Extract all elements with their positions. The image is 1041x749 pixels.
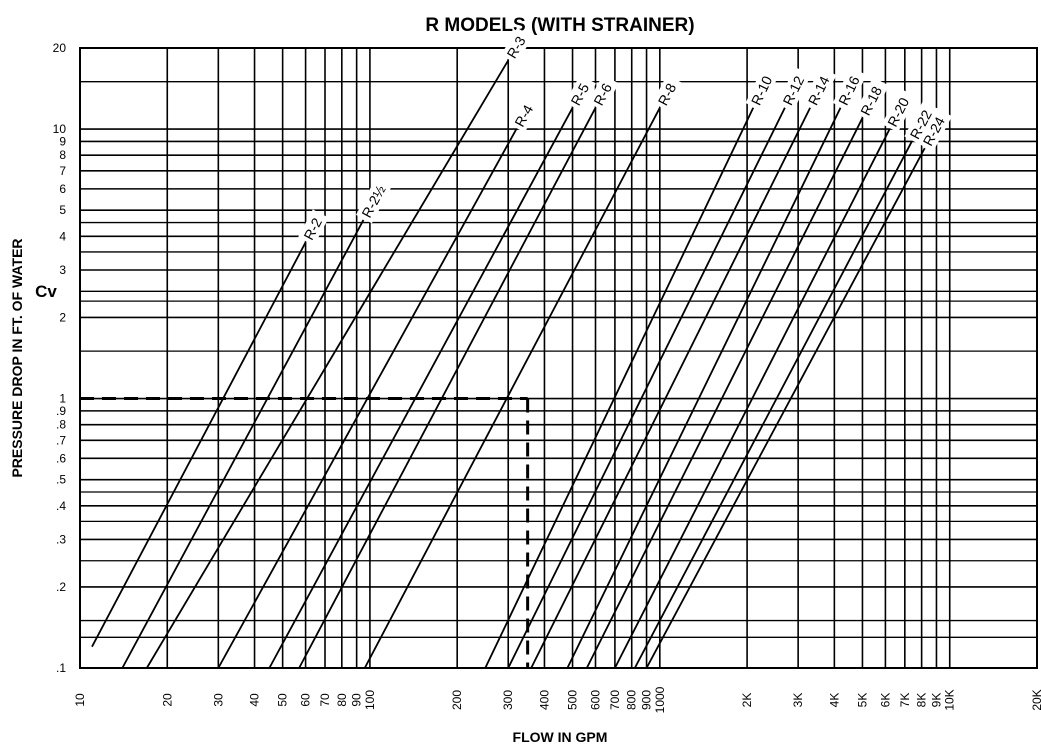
- series-label-background: [854, 77, 889, 122]
- series-line: [645, 147, 926, 669]
- plot-frame: [79, 47, 1038, 669]
- x-tick-label: 6K: [878, 693, 892, 708]
- series-label-background: [802, 67, 837, 111]
- series-label-background: [777, 67, 812, 111]
- x-tick-label: 30: [211, 693, 225, 707]
- series-label-background: [832, 66, 867, 111]
- x-tick-label: 700: [608, 690, 622, 710]
- series-label-background: [917, 107, 953, 152]
- x-tick-label: 3K: [791, 693, 805, 708]
- x-tick-label: 900: [640, 690, 654, 710]
- series-lines: [91, 59, 926, 669]
- reference-lines: [80, 397, 530, 668]
- y-tick-label: 2: [59, 310, 66, 324]
- series-line: [121, 219, 365, 669]
- series-label-group: R-10: [745, 66, 780, 111]
- x-tick-label: 70: [318, 693, 332, 707]
- series-label-group: R-12: [777, 67, 812, 111]
- series-label-background: [652, 74, 683, 112]
- series-label-group: R-2½: [355, 179, 391, 224]
- y-tick-label: 9: [59, 134, 66, 148]
- x-tick-label: 20: [160, 693, 174, 707]
- x-tick-label: 800: [625, 690, 639, 710]
- y-tick-label: 6: [59, 182, 66, 196]
- x-tick-labels: 10 20 30 40 50 60 70 80 90 100 200 300 400 500 600 700 8…: [73, 686, 1041, 713]
- y-tick-label: .7: [56, 433, 66, 447]
- series-line: [91, 241, 307, 648]
- cv-axis-label: Cv: [35, 282, 57, 301]
- series-line: [298, 107, 597, 669]
- series-label: R-2½: [358, 182, 388, 220]
- series-line: [146, 59, 510, 669]
- x-tick-label: 400: [537, 690, 551, 710]
- series-line: [363, 107, 661, 669]
- series-label-background: [565, 74, 596, 112]
- y-tick-label: .8: [56, 418, 66, 432]
- series-label-group: R-4: [508, 96, 540, 133]
- series-label-background: [588, 74, 619, 112]
- y-tick-label: .9: [56, 404, 66, 418]
- series-label-group: R-6: [588, 74, 619, 112]
- series-line: [614, 128, 891, 669]
- x-tick-label: 4K: [827, 693, 841, 708]
- y-axis-title: PRESSURE DROP IN FT. OF WATER: [9, 238, 25, 477]
- series-label-background: [904, 100, 939, 145]
- series-label-background: [881, 88, 917, 133]
- series-label-group: R-5: [565, 74, 596, 112]
- grid-lines: [79, 47, 1038, 669]
- series-label-group: R-2: [298, 209, 329, 246]
- x-tick-label: 200: [450, 690, 464, 710]
- series-line: [530, 107, 811, 669]
- series-line: [566, 107, 842, 669]
- series-label-background: [355, 179, 391, 224]
- x-tick-label: 5K: [855, 693, 869, 708]
- y-tick-label: 3: [59, 263, 66, 277]
- y-tick-label: 8: [59, 148, 66, 162]
- x-tick-label: 100: [363, 690, 377, 710]
- y-tick-label: 20: [53, 41, 67, 55]
- chart-title: R MODELS (WITH STRAINER): [425, 15, 694, 36]
- y-tick-label: .2: [56, 580, 66, 594]
- series-label-background: [508, 96, 540, 133]
- series-line: [586, 117, 864, 669]
- x-tick-label: 2K: [740, 693, 754, 708]
- x-tick-label: 90: [350, 693, 364, 707]
- series-line: [507, 107, 786, 669]
- y-tick-label: .3: [56, 532, 66, 546]
- x-axis-title: FLOW IN GPM: [513, 729, 608, 745]
- series-label-background: [501, 27, 533, 65]
- x-tick-label: 10K: [943, 689, 957, 710]
- x-tick-label: 40: [248, 693, 262, 707]
- x-tick-label: 300: [501, 690, 515, 710]
- x-tick-label: 8K: [915, 693, 929, 708]
- x-tick-label: 20K: [1030, 689, 1041, 710]
- y-tick-label: 4: [59, 229, 66, 243]
- x-tick-label: 1000: [653, 686, 667, 713]
- y-tick-label: .1: [56, 661, 66, 675]
- series-label-background: [745, 66, 780, 111]
- x-tick-label: 7K: [898, 693, 912, 708]
- x-tick-label: 600: [589, 690, 603, 710]
- series-line: [484, 107, 755, 669]
- x-tick-label: 60: [299, 693, 313, 707]
- x-tick-label: 50: [276, 693, 290, 707]
- x-tick-label: 80: [335, 693, 349, 707]
- x-tick-label: 500: [566, 690, 580, 710]
- y-tick-label: 10: [53, 122, 67, 136]
- series-label-group: R-8: [652, 74, 683, 112]
- series-line: [217, 128, 518, 669]
- series-line: [634, 141, 913, 669]
- y-tick-label: 1: [59, 392, 66, 406]
- y-tick-label: 5: [59, 203, 66, 217]
- series-line: [268, 107, 574, 669]
- y-tick-label: .6: [56, 451, 66, 465]
- y-tick-label: .4: [56, 499, 66, 513]
- y-tick-label: 7: [59, 164, 66, 178]
- series-label-background: [298, 209, 329, 246]
- x-tick-label: 10: [73, 693, 87, 707]
- x-tick-label: 9K: [929, 693, 943, 708]
- y-tick-label: .5: [56, 473, 66, 487]
